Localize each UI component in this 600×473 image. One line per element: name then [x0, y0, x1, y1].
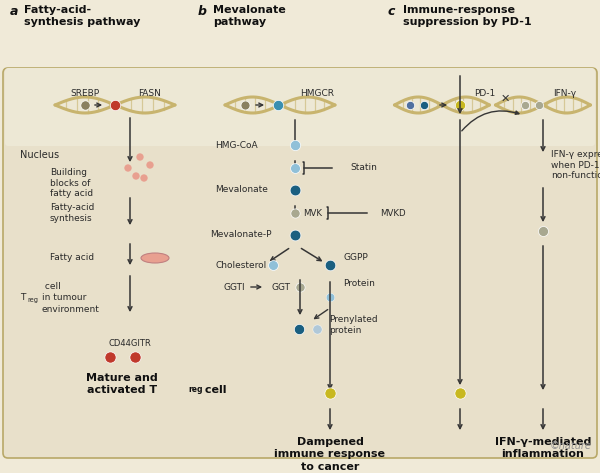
Point	[520, 101, 530, 109]
Point	[139, 174, 149, 182]
Text: Fatty acid: Fatty acid	[50, 254, 94, 263]
Point	[295, 283, 305, 291]
FancyBboxPatch shape	[3, 68, 597, 458]
Text: b: b	[198, 5, 207, 18]
Point	[130, 353, 140, 361]
Text: SREBP: SREBP	[70, 88, 100, 97]
Point	[273, 101, 283, 109]
Text: reg: reg	[27, 297, 38, 303]
Point	[290, 209, 300, 217]
Text: Mature and
activated T: Mature and activated T	[86, 373, 158, 395]
Point	[290, 164, 300, 172]
Text: CD44GITR: CD44GITR	[109, 339, 151, 348]
Text: HMGCR: HMGCR	[300, 88, 334, 97]
Text: HMG-CoA: HMG-CoA	[215, 140, 257, 149]
Text: IFN-γ-mediated
inflammation: IFN-γ-mediated inflammation	[495, 437, 591, 459]
Text: cell
in tumour
environment: cell in tumour environment	[42, 282, 100, 314]
Text: GGT: GGT	[272, 282, 291, 291]
Point	[110, 101, 120, 109]
Text: Statin: Statin	[350, 164, 377, 173]
Text: Mevalonate: Mevalonate	[215, 185, 268, 194]
Text: FASN: FASN	[138, 88, 161, 97]
Text: IFN-γ expressed
when PD-1 is
non-functional: IFN-γ expressed when PD-1 is non-functio…	[551, 150, 600, 180]
Point	[294, 325, 304, 333]
Point	[455, 101, 465, 109]
Text: Immune-response
suppression by PD-1: Immune-response suppression by PD-1	[403, 5, 532, 27]
Point	[290, 186, 300, 194]
Text: Nucleus: Nucleus	[20, 150, 59, 160]
Point	[325, 293, 335, 301]
Point	[312, 325, 322, 333]
Text: c: c	[388, 5, 395, 18]
Point	[534, 101, 544, 109]
Text: Fatty-acid-
synthesis pathway: Fatty-acid- synthesis pathway	[24, 5, 140, 27]
FancyBboxPatch shape	[5, 68, 595, 146]
Text: MVKD: MVKD	[380, 209, 406, 218]
Text: PD-1: PD-1	[474, 88, 495, 97]
Point	[405, 101, 415, 109]
Text: Dampened
immune response
to cancer: Dampened immune response to cancer	[275, 437, 386, 472]
Text: T: T	[20, 294, 25, 303]
Text: Mevalonate-P: Mevalonate-P	[210, 230, 271, 239]
Text: a: a	[10, 5, 19, 18]
Point	[538, 227, 548, 235]
Text: Protein: Protein	[343, 279, 375, 288]
Point	[123, 164, 133, 172]
Point	[240, 101, 250, 109]
Point	[131, 172, 141, 180]
Point	[455, 389, 465, 397]
Point	[105, 353, 115, 361]
Text: ✕: ✕	[500, 94, 509, 104]
Text: Fatty-acid
synthesis: Fatty-acid synthesis	[50, 203, 94, 223]
Text: cell: cell	[201, 385, 227, 395]
Point	[290, 141, 300, 149]
Point	[325, 261, 335, 269]
Text: GGTI: GGTI	[224, 282, 245, 291]
Text: IFN-γ: IFN-γ	[553, 88, 576, 97]
Text: ©nature: ©nature	[550, 441, 592, 451]
Point	[419, 101, 429, 109]
Point	[325, 389, 335, 397]
Text: reg: reg	[188, 385, 203, 394]
Point	[135, 153, 145, 161]
Point	[290, 231, 300, 239]
Point	[80, 101, 90, 109]
Ellipse shape	[141, 253, 169, 263]
Point	[145, 161, 155, 169]
Text: Cholesterol: Cholesterol	[215, 261, 266, 270]
Text: Mevalonate
pathway: Mevalonate pathway	[213, 5, 286, 27]
Text: MVK: MVK	[303, 209, 322, 218]
Text: Prenylated
protein: Prenylated protein	[329, 315, 377, 335]
Text: Building
blocks of
fatty acid: Building blocks of fatty acid	[50, 168, 93, 198]
Point	[268, 261, 278, 269]
Text: GGPP: GGPP	[343, 253, 368, 262]
